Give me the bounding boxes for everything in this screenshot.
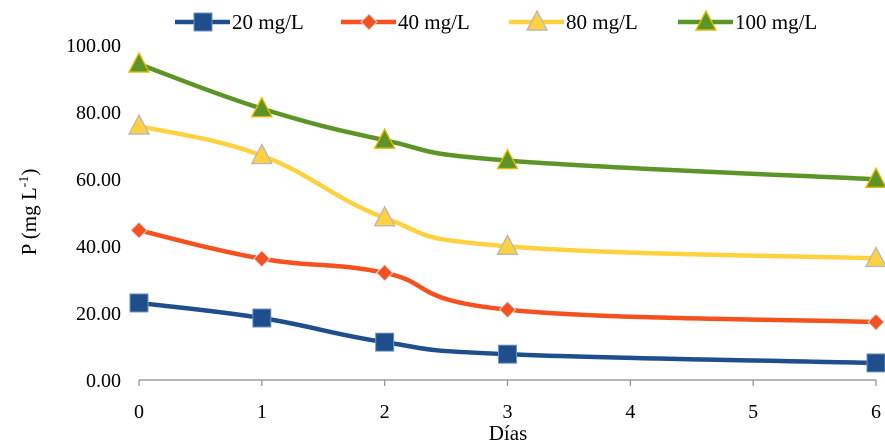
series-line-80-mg-l bbox=[136, 123, 879, 261]
data-point-100-mg-l bbox=[496, 148, 519, 170]
x-axis-title: Días bbox=[489, 421, 528, 444]
y-axis-title-close: ) bbox=[17, 169, 41, 176]
legend-label-100-mg-l: 100 mg/L bbox=[735, 10, 817, 34]
x-tick-label: 0 bbox=[134, 401, 144, 423]
data-point-20-mg-l bbox=[375, 332, 395, 352]
legend-marker-20-mg-l bbox=[193, 12, 213, 32]
series-line-40-mg-l bbox=[136, 228, 879, 325]
data-point-100-mg-l bbox=[127, 51, 151, 73]
data-point-20-mg-l bbox=[252, 308, 272, 328]
x-tick-label: 4 bbox=[625, 401, 635, 423]
data-point-40-mg-l bbox=[253, 250, 271, 268]
legend-label-80-mg-l: 80 mg/L bbox=[566, 10, 638, 34]
data-point-20-mg-l bbox=[498, 344, 517, 364]
y-tick-label: 60.00 bbox=[76, 169, 121, 191]
data-point-40-mg-l bbox=[498, 300, 517, 319]
data-point-80-mg-l bbox=[496, 233, 519, 256]
legend-label-20-mg-l: 20 mg/L bbox=[232, 10, 304, 34]
y-axis-title: P (mg L-1) bbox=[17, 169, 41, 256]
series-line-20-mg-l bbox=[136, 300, 879, 366]
x-tick-label: 1 bbox=[257, 401, 267, 423]
y-axis-title-main: P (mg L bbox=[17, 187, 41, 255]
series-line-100-mg-l bbox=[136, 61, 879, 182]
x-tick-label: 3 bbox=[503, 401, 513, 423]
x-tick-label: 2 bbox=[380, 401, 390, 423]
legend-marker-40-mg-l bbox=[360, 13, 378, 31]
y-tick-label: 80.00 bbox=[76, 102, 121, 124]
data-point-80-mg-l bbox=[250, 143, 273, 165]
y-tick-label: 40.00 bbox=[76, 236, 121, 258]
y-tick-label: 0.00 bbox=[86, 370, 121, 392]
legend-marker-80-mg-l bbox=[525, 9, 549, 31]
data-point-100-mg-l bbox=[250, 96, 273, 118]
y-tick-label: 20.00 bbox=[76, 303, 121, 325]
data-point-40-mg-l bbox=[130, 221, 148, 239]
legend: 20 mg/L 40 mg/L 80 mg/L 100 mg/L bbox=[175, 9, 817, 34]
legend-marker-100-mg-l bbox=[694, 9, 718, 31]
x-tick-label: 6 bbox=[871, 401, 881, 423]
data-point-80-mg-l bbox=[127, 113, 151, 135]
x-tick-label: 5 bbox=[748, 401, 758, 423]
data-point-100-mg-l bbox=[373, 127, 396, 149]
data-point-40-mg-l bbox=[867, 313, 885, 331]
data-point-20-mg-l bbox=[866, 353, 885, 373]
markers bbox=[127, 51, 885, 373]
plot-lines bbox=[136, 61, 879, 366]
data-point-100-mg-l bbox=[864, 166, 885, 189]
y-axis-title-superscript: -1 bbox=[17, 176, 32, 188]
y-tick-label: 100.00 bbox=[66, 35, 121, 57]
data-point-80-mg-l bbox=[373, 205, 396, 227]
data-point-80-mg-l bbox=[864, 245, 885, 268]
data-point-20-mg-l bbox=[129, 293, 149, 313]
legend-label-40-mg-l: 40 mg/L bbox=[398, 10, 470, 34]
data-point-40-mg-l bbox=[375, 264, 394, 282]
